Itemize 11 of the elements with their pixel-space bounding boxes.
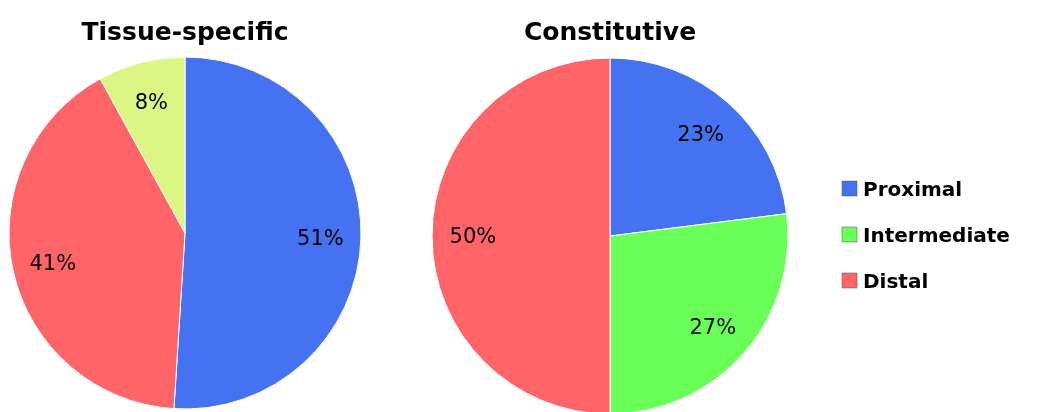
data-label: 51% (297, 225, 344, 250)
data-label: 41% (29, 250, 77, 275)
chart-title: Constitutive (523, 17, 697, 46)
data-label: 50% (449, 224, 497, 249)
legend-label: Proximal (863, 177, 963, 201)
data-label: 8% (134, 90, 168, 115)
chart-title: Tissue-specific (81, 17, 289, 46)
data-label: 23% (677, 121, 724, 146)
data-label: 27% (689, 314, 737, 339)
legend-label: Distal (863, 269, 929, 293)
legend-label: Intermediate (863, 223, 1010, 247)
